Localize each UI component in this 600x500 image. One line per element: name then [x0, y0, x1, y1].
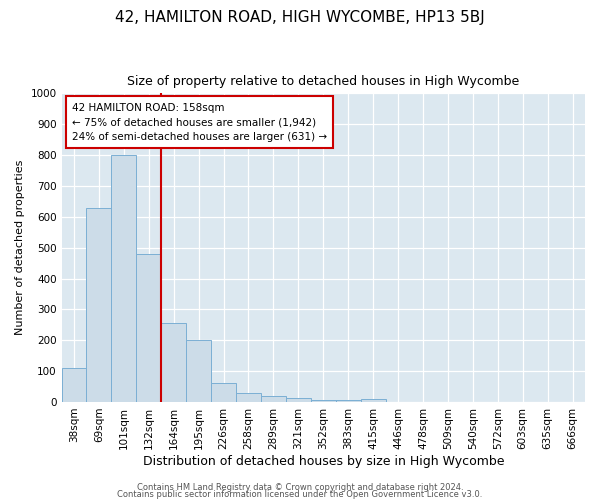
Text: 42 HAMILTON ROAD: 158sqm
← 75% of detached houses are smaller (1,942)
24% of sem: 42 HAMILTON ROAD: 158sqm ← 75% of detach…	[72, 102, 327, 142]
Text: Contains public sector information licensed under the Open Government Licence v3: Contains public sector information licen…	[118, 490, 482, 499]
Bar	[136, 254, 161, 402]
Bar	[311, 400, 336, 402]
Bar	[261, 396, 286, 402]
Y-axis label: Number of detached properties: Number of detached properties	[15, 160, 25, 336]
X-axis label: Distribution of detached houses by size in High Wycombe: Distribution of detached houses by size …	[143, 454, 504, 468]
Bar	[112, 155, 136, 402]
Bar	[286, 398, 311, 402]
Bar	[186, 340, 211, 402]
Bar	[236, 394, 261, 402]
Title: Size of property relative to detached houses in High Wycombe: Size of property relative to detached ho…	[127, 75, 520, 88]
Text: 42, HAMILTON ROAD, HIGH WYCOMBE, HP13 5BJ: 42, HAMILTON ROAD, HIGH WYCOMBE, HP13 5B…	[115, 10, 485, 25]
Bar	[86, 208, 112, 402]
Bar	[62, 368, 86, 402]
Bar	[161, 324, 186, 402]
Bar	[336, 400, 361, 402]
Bar	[211, 382, 236, 402]
Text: Contains HM Land Registry data © Crown copyright and database right 2024.: Contains HM Land Registry data © Crown c…	[137, 484, 463, 492]
Bar	[361, 399, 386, 402]
